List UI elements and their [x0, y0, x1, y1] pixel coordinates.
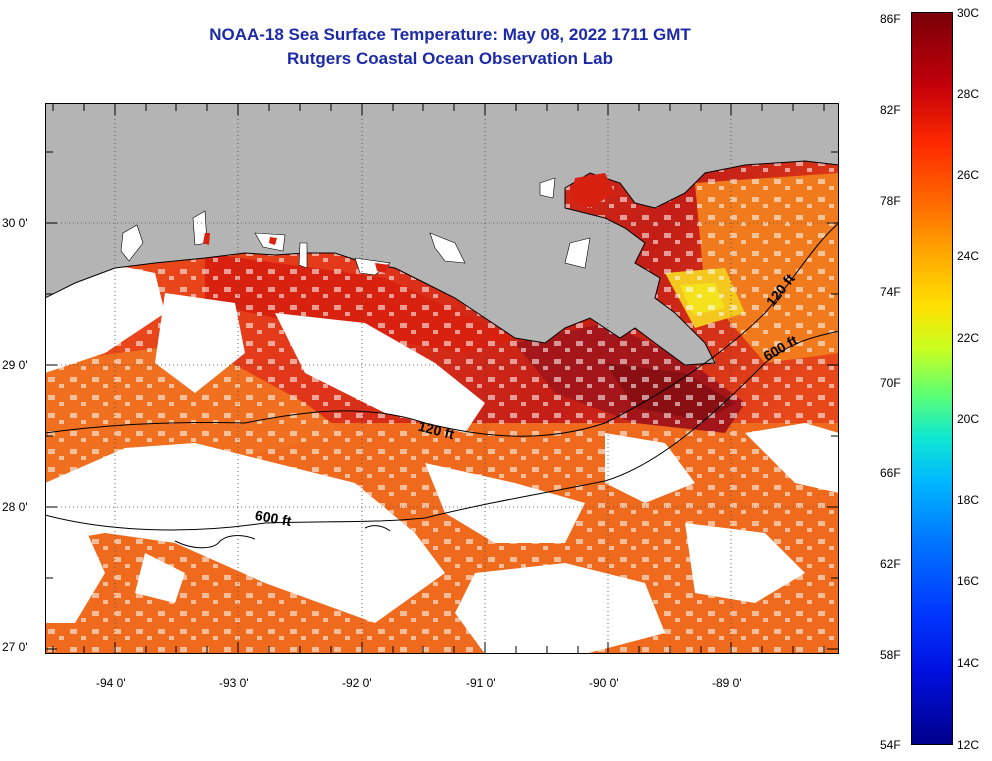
lat-label: 27 0': [2, 640, 28, 654]
bathymetry-contours: [45, 222, 839, 549]
lon-label: -92 0': [342, 676, 372, 690]
colorbar-f-label: 62F: [880, 557, 901, 571]
lon-label: -93 0': [219, 676, 249, 690]
colorbar-c-label: 22C: [957, 331, 980, 345]
colorbar-f-label: 66F: [880, 466, 901, 480]
lon-label: -91 0': [466, 676, 496, 690]
map-title: NOAA-18 Sea Surface Temperature: May 08,…: [209, 25, 691, 44]
colorbar-f-label: 78F: [880, 194, 901, 208]
contour-120ft: [45, 222, 839, 437]
colorbar-c-label: 28C: [957, 87, 980, 101]
colorbar-c-label: 12C: [957, 738, 980, 752]
lon-label: -94 0': [96, 676, 126, 690]
marsh-red-patches: [203, 173, 615, 273]
lat-label: 30 0': [2, 216, 28, 230]
lat-label: 28 0': [2, 500, 28, 514]
colorbar-c-label: 14C: [957, 656, 980, 670]
colorbar-c-label: 24C: [957, 249, 980, 263]
dotted-graticule: [45, 103, 839, 654]
sst-map: [45, 103, 839, 654]
colorbar-f-label: 86F: [880, 12, 901, 26]
colorbar-f-label: 58F: [880, 648, 901, 662]
tick-marks: [45, 103, 839, 654]
colorbar-c-label: 26C: [957, 168, 980, 182]
lon-label: -89 0': [712, 676, 742, 690]
contour-600ft: [45, 330, 839, 531]
colorbar-c-label: 30C: [957, 6, 980, 20]
colorbar-f-label: 74F: [880, 285, 901, 299]
lat-label: 29 0': [2, 358, 28, 372]
colorbar-c-label: 18C: [957, 493, 980, 507]
lon-label: -90 0': [589, 676, 619, 690]
colorbar-c-label: 16C: [957, 574, 980, 588]
colorbar-c-label: 20C: [957, 412, 980, 426]
colorbar-f-label: 82F: [880, 103, 901, 117]
colorbar-f-label: 54F: [880, 738, 901, 752]
colorbar-f-label: 70F: [880, 376, 901, 390]
map-subtitle: Rutgers Coastal Ocean Observation Lab: [287, 49, 613, 68]
temperature-colorbar: [911, 12, 953, 745]
